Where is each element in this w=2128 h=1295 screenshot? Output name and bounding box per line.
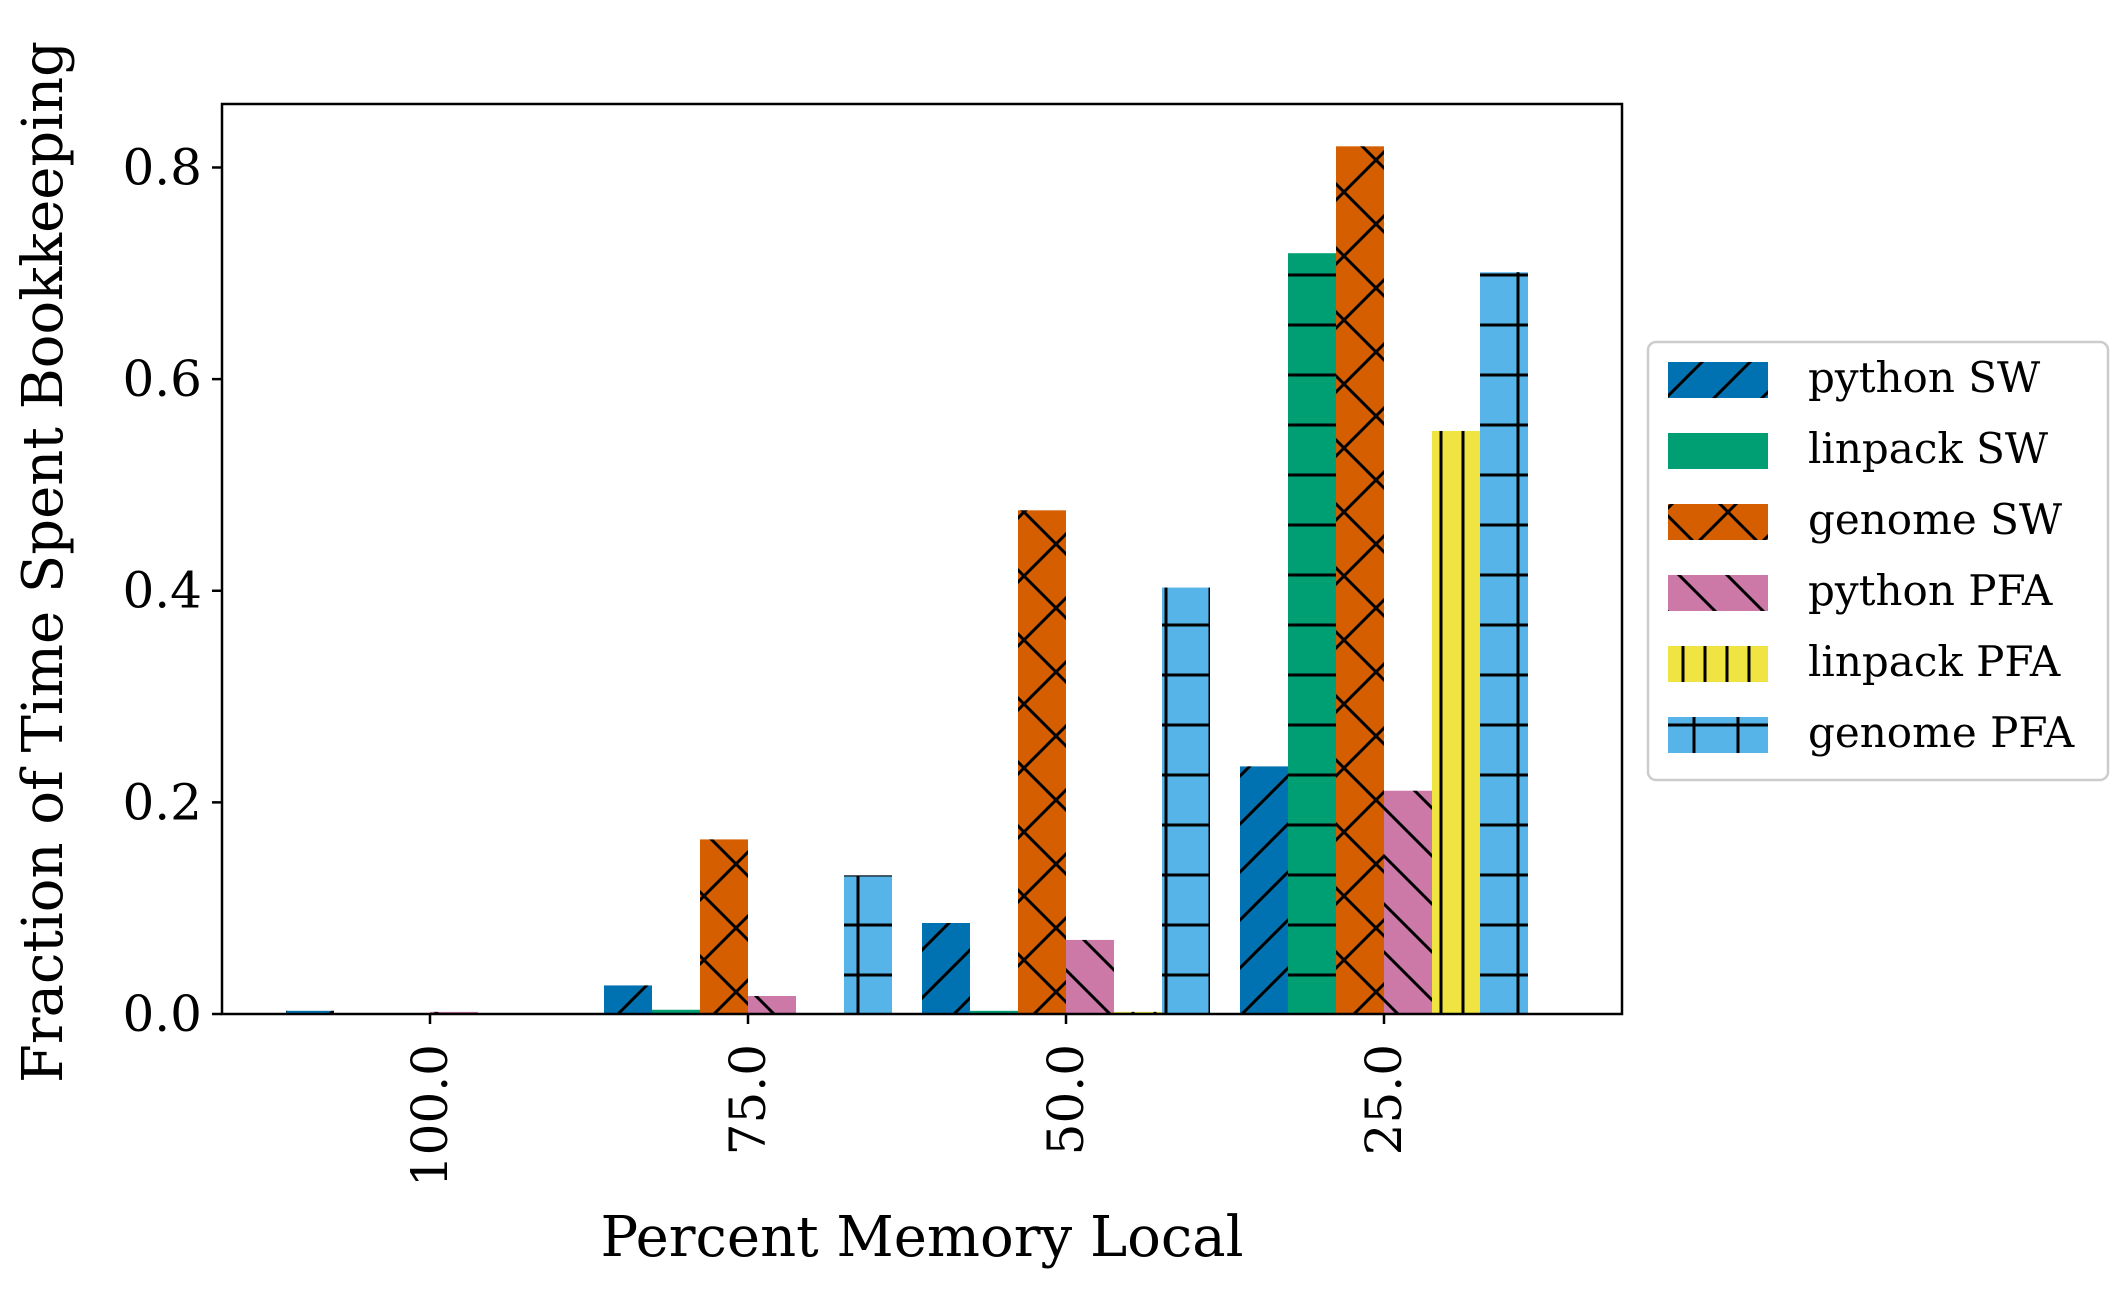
y-tick-label: 0.6 [122, 350, 202, 408]
bar-hatch-python-sw-75.0 [604, 985, 652, 1014]
legend-label: linpack PFA [1808, 637, 2061, 686]
legend-swatch-hatch [1668, 433, 1768, 469]
legend: python SW linpack SW genome SW python PFA li… [1646, 340, 2110, 782]
bar-hatch-python-pfa-50.0 [1066, 939, 1114, 1014]
axes: 0.0 0.2 0.4 0.6 0.8 100.0 75.0 50.0 25.0 [122, 102, 1624, 1187]
legend-label: linpack SW [1808, 424, 2049, 473]
bar-hatch-python-pfa-75.0 [748, 996, 796, 1014]
legend-label: python SW [1808, 353, 2041, 402]
x-tick-label: 75.0 [719, 1044, 777, 1155]
legend-label: genome PFA [1808, 708, 2075, 757]
x-tick-label: 50.0 [1037, 1044, 1095, 1155]
legend-label: python PFA [1808, 566, 2053, 615]
legend-swatch-hatch [1668, 362, 1768, 398]
y-tick-label: 0.8 [122, 138, 202, 196]
legend-label: genome SW [1808, 495, 2063, 544]
bar-hatch-python-pfa-25.0 [1384, 790, 1432, 1014]
bar-hatch-linpack-pfa-25.0 [1432, 430, 1480, 1015]
plot-area [286, 146, 1528, 1015]
y-axis-title: Fraction of Time Spent Bookkeeping [11, 41, 76, 1083]
bar-hatch-genome-pfa-75.0 [844, 875, 892, 1014]
legend-swatch-hatch [1668, 646, 1768, 682]
x-tick-label: 25.0 [1355, 1044, 1413, 1155]
bar-hatch-python-sw-100.0 [286, 1010, 334, 1014]
bar-hatch-linpack-sw-75.0 [652, 1009, 700, 1014]
y-tick-label: 0.4 [122, 562, 202, 620]
bar-hatch-linpack-sw-25.0 [1288, 253, 1336, 1014]
y-tick-label: 0.0 [122, 985, 202, 1043]
bar-hatch-genome-sw-25.0 [1336, 146, 1384, 1015]
legend-swatch-hatch [1668, 575, 1768, 611]
legend-swatch-hatch [1668, 717, 1768, 753]
plot-frame [220, 102, 1624, 1016]
bar-hatch-genome-pfa-25.0 [1480, 272, 1528, 1015]
x-tick-label: 100.0 [401, 1044, 459, 1187]
bar-hatch-genome-sw-50.0 [1018, 510, 1066, 1014]
bar-hatch-linpack-sw-50.0 [970, 1010, 1018, 1014]
x-axis-title: Percent Memory Local [600, 1205, 1243, 1270]
bar-hatch-python-sw-50.0 [922, 923, 970, 1014]
legend-swatch-hatch [1668, 504, 1768, 540]
bar-hatch-genome-sw-75.0 [700, 839, 748, 1014]
bar-hatch-python-sw-25.0 [1240, 766, 1288, 1014]
bar-hatch-genome-pfa-50.0 [1162, 587, 1210, 1014]
y-tick-label: 0.2 [122, 773, 202, 831]
